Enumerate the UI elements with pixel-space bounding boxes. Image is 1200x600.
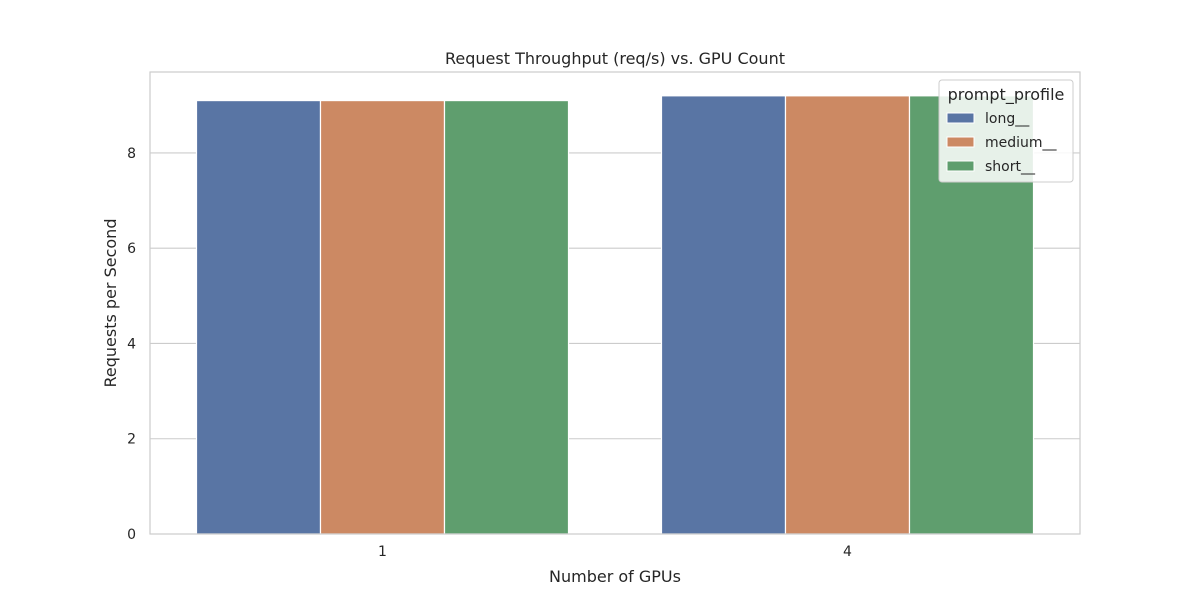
x-tick-label: 1 (378, 544, 387, 560)
plot-frame (149, 71, 1081, 535)
bar-long-1 (195, 99, 322, 535)
legend-title: prompt_profile (948, 85, 1065, 105)
legend: prompt_profile long__ medium__ short__ (938, 79, 1074, 183)
bars (195, 95, 1035, 535)
legend-label: long__ (985, 111, 1030, 127)
x-axis-label: Number of GPUs (549, 567, 681, 586)
legend-label: short__ (985, 159, 1036, 175)
bar-medium-4 (784, 95, 911, 535)
legend-swatch (946, 136, 975, 148)
y-tick-label: 4 (127, 336, 136, 352)
bar-medium-1 (319, 99, 446, 535)
legend-label: medium__ (985, 135, 1058, 151)
chart-title: Request Throughput (req/s) vs. GPU Count (445, 49, 785, 68)
bar-short-1 (443, 99, 570, 535)
bar-long-4 (660, 95, 787, 535)
y-tick-label: 8 (127, 146, 136, 162)
y-tick-label: 6 (127, 241, 136, 257)
y-tick-label: 0 (127, 527, 136, 543)
x-tick-label: 4 (843, 544, 852, 560)
y-tick-label: 2 (127, 432, 136, 448)
legend-box (938, 79, 1074, 183)
legend-swatch (946, 112, 975, 124)
y-axis-label: Requests per Second (101, 219, 120, 388)
legend-swatch (946, 160, 975, 172)
y-axis-ticks: 0 2 4 6 8 (127, 146, 136, 543)
